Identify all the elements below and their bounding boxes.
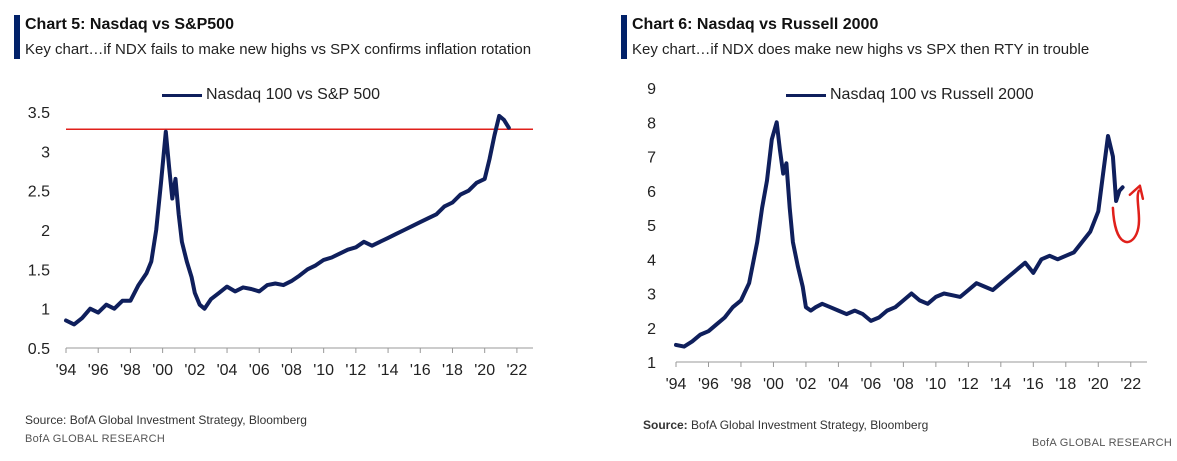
x-tick-label: '00 — [152, 362, 173, 379]
y-tick-label: 1 — [647, 355, 656, 372]
y-tick-label: 1.5 — [28, 262, 50, 279]
y-tick-label: 3 — [647, 287, 656, 304]
y-tick-label: 0.5 — [28, 341, 50, 358]
brand-label: BofA GLOBAL RESEARCH — [1032, 437, 1173, 449]
x-tick-label: '22 — [506, 362, 527, 379]
x-tick-label: '14 — [990, 376, 1011, 393]
x-tick-label: '12 — [958, 376, 979, 393]
brand-label: BofA GLOBAL RESEARCH — [25, 433, 166, 445]
y-tick-label: 5 — [647, 218, 656, 235]
y-tick-label: 2.5 — [28, 184, 50, 201]
x-tick-label: '04 — [828, 376, 849, 393]
x-tick-label: '22 — [1120, 376, 1141, 393]
y-tick-label: 1 — [41, 302, 50, 319]
series-line — [64, 113, 511, 327]
x-tick-label: '94 — [56, 362, 77, 379]
x-tick-label: '94 — [666, 376, 687, 393]
y-tick-label: 8 — [647, 115, 656, 132]
chart-panel-nasdaq-vs-russell: Chart 6: Nasdaq vs Russell 2000 Key char… — [610, 0, 1177, 461]
chart-title: Chart 6: Nasdaq vs Russell 2000 — [632, 16, 879, 33]
annotation-arrow-head — [1128, 184, 1145, 200]
y-tick-label: 3 — [41, 144, 50, 161]
x-tick-label: '16 — [410, 362, 431, 379]
x-tick-label: '06 — [249, 362, 270, 379]
y-tick-label: 3.5 — [28, 105, 50, 122]
source-text: BofA Global Investment Strategy, Bloombe… — [687, 418, 929, 432]
x-tick-label: '02 — [796, 376, 817, 393]
line-chart-ndx-spx: 0.5 1 1.5 2 2.5 3 3.5 '94 '96 '98 '00 '02 '04 '06 '08 '… — [28, 105, 533, 379]
annotation-arrow-curve — [1111, 189, 1141, 244]
x-tick-label: '06 — [860, 376, 881, 393]
series-line — [674, 120, 1125, 349]
chart-panel-nasdaq-vs-sp500: Chart 5: Nasdaq vs S&P500 Key chart…if N… — [0, 0, 580, 461]
x-tick-label: '10 — [925, 376, 946, 393]
source-note: Source: BofA Global Investment Strategy,… — [643, 418, 928, 432]
x-tick-label: '98 — [120, 362, 141, 379]
title-accent-bar — [14, 15, 20, 59]
title-accent-bar — [621, 15, 627, 59]
x-tick-label: '10 — [313, 362, 334, 379]
y-tick-label: 9 — [647, 81, 656, 98]
x-tick-label: '08 — [893, 376, 914, 393]
y-tick-label: 2 — [647, 321, 656, 338]
x-tick-label: '18 — [442, 362, 463, 379]
x-tick-label: '00 — [763, 376, 784, 393]
y-tick-label: 4 — [647, 252, 656, 269]
y-tick-label: 7 — [647, 150, 656, 167]
x-tick-label: '20 — [1088, 376, 1109, 393]
x-tick-label: '18 — [1055, 376, 1076, 393]
x-tick-label: '04 — [217, 362, 238, 379]
source-note: Source: BofA Global Investment Strategy,… — [25, 413, 307, 427]
legend-label: Nasdaq 100 vs Russell 2000 — [830, 86, 1034, 103]
x-tick-label: '12 — [345, 362, 366, 379]
x-tick-label: '14 — [378, 362, 399, 379]
y-tick-label: 6 — [647, 184, 656, 201]
chart-legend: Nasdaq 100 vs Russell 2000 — [786, 86, 1034, 104]
chart-subtitle: Key chart…if NDX does make new highs vs … — [632, 41, 1090, 58]
chart-legend: Nasdaq 100 vs S&P 500 — [162, 86, 380, 104]
x-tick-label: '96 — [88, 362, 109, 379]
x-tick-label: '08 — [281, 362, 302, 379]
line-chart-ndx-rty: 1 2 3 4 5 6 7 8 9 '94 '96 '98 '00 '02 '04 '06 '08 '10 '12 '… — [647, 81, 1147, 393]
x-tick-label: '98 — [731, 376, 752, 393]
legend-swatch — [162, 93, 202, 97]
x-tick-label: '16 — [1023, 376, 1044, 393]
chart-title: Chart 5: Nasdaq vs S&P500 — [25, 16, 234, 33]
x-tick-label: '02 — [184, 362, 205, 379]
legend-swatch — [786, 93, 826, 97]
chart-subtitle: Key chart…if NDX fails to make new highs… — [25, 41, 532, 58]
x-tick-label: '20 — [474, 362, 495, 379]
source-label: Source: — [643, 418, 688, 432]
x-tick-label: '96 — [698, 376, 719, 393]
y-tick-label: 2 — [41, 223, 50, 240]
legend-label: Nasdaq 100 vs S&P 500 — [206, 86, 381, 103]
